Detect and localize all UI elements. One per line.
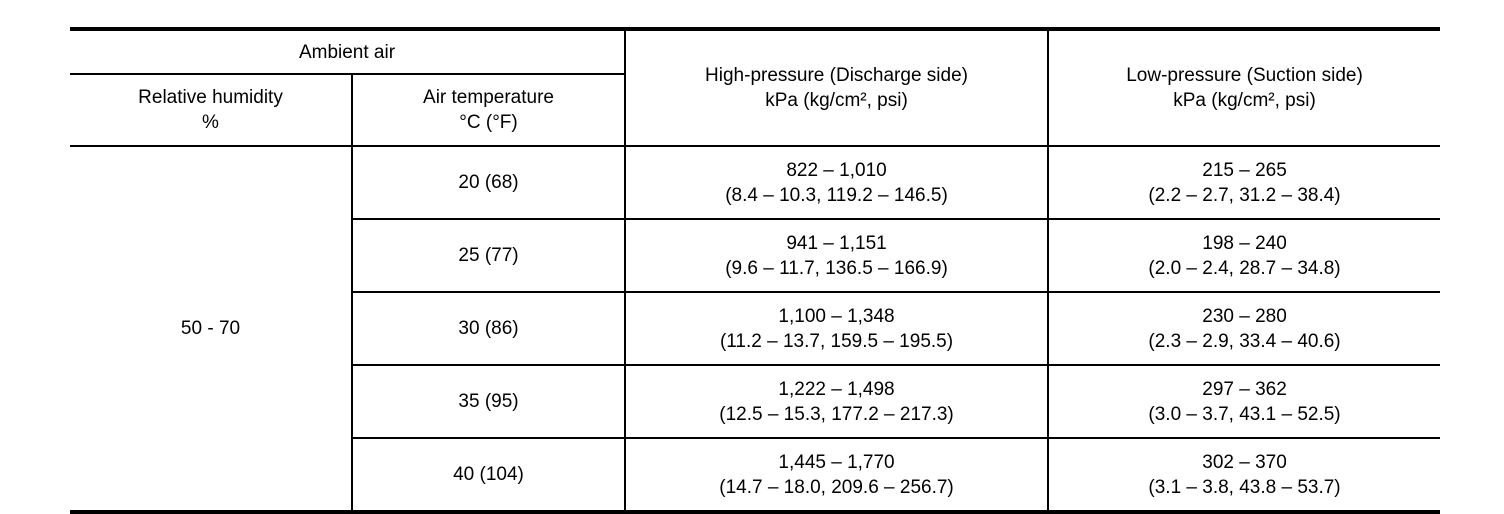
high-pressure-range: 1,445 – 1,770 — [778, 451, 895, 473]
relative-humidity-label: Relative humidity — [138, 87, 283, 108]
pressure-spec-table-container: Ambient air High-pressure (Discharge sid… — [70, 27, 1441, 514]
high-pressure-cell: 1,445 – 1,770 (14.7 – 18.0, 209.6 – 256.… — [624, 437, 1050, 513]
temperature-value: 25 (77) — [458, 245, 519, 266]
low-pressure-label: Low-pressure (Suction side) — [1126, 65, 1363, 86]
temperature-value: 20 (68) — [458, 172, 519, 193]
high-pressure-range: 1,222 – 1,498 — [778, 378, 895, 400]
low-pressure-range: 198 – 240 — [1202, 232, 1287, 254]
pressure-spec-table: Ambient air High-pressure (Discharge sid… — [70, 27, 1441, 514]
high-pressure-cell: 1,100 – 1,348 (11.2 – 13.7, 159.5 – 195.… — [624, 291, 1050, 366]
temperature-cell: 35 (95) — [350, 364, 627, 439]
air-temperature-label: Air temperature — [423, 87, 554, 108]
ambient-air-label: Ambient air — [298, 41, 396, 63]
high-pressure-range: 1,100 – 1,348 — [778, 305, 895, 327]
low-pressure-cell: 302 – 370 (3.1 – 3.8, 43.8 – 53.7) — [1047, 437, 1441, 513]
low-pressure-range-alt: (2.0 – 2.4, 28.7 – 34.8) — [1148, 257, 1341, 279]
header-relative-humidity: Relative humidity % — [70, 73, 353, 147]
high-pressure-range-alt: (8.4 – 10.3, 119.2 – 146.5) — [725, 184, 948, 206]
high-pressure-range-alt: (12.5 – 15.3, 177.2 – 217.3) — [719, 403, 954, 425]
humidity-value-cell: 50 - 70 — [70, 145, 353, 513]
low-pressure-range-alt: (3.1 – 3.8, 43.8 – 53.7) — [1148, 476, 1341, 498]
table-row: 50 - 70 20 (68) 822 – 1,010 (8.4 – 10.3,… — [70, 145, 1441, 513]
header-low-pressure: Low-pressure (Suction side) kPa (kg/cm²,… — [1047, 28, 1441, 147]
air-temperature-units: °C (°F) — [459, 112, 518, 133]
high-pressure-range-alt: (11.2 – 13.7, 159.5 – 195.5) — [719, 330, 954, 352]
temperature-value: 30 (86) — [458, 318, 519, 339]
humidity-value: 50 - 70 — [180, 318, 241, 339]
temperature-cell: 40 (104) — [350, 437, 627, 513]
temperature-cell: 25 (77) — [350, 218, 627, 293]
low-pressure-cell: 297 – 362 (3.0 – 3.7, 43.1 – 52.5) — [1047, 364, 1441, 439]
low-pressure-range: 297 – 362 — [1202, 378, 1287, 400]
temperature-cell: 20 (68) — [350, 145, 627, 220]
temperature-value: 35 (95) — [458, 391, 519, 412]
low-pressure-range: 215 – 265 — [1202, 159, 1287, 181]
high-pressure-label: High-pressure (Discharge side) — [705, 65, 968, 86]
low-pressure-range-alt: (2.3 – 2.9, 33.4 – 40.6) — [1148, 330, 1341, 352]
low-pressure-units: kPa (kg/cm², psi) — [1173, 90, 1316, 111]
table-row: 25 (77) 941 – 1,151 (9.6 – 11.7, 136.5 –… — [70, 218, 1441, 293]
low-pressure-cell: 230 – 280 (2.3 – 2.9, 33.4 – 40.6) — [1047, 291, 1441, 366]
high-pressure-range: 941 – 1,151 — [786, 232, 887, 254]
high-pressure-range: 822 – 1,010 — [786, 159, 887, 181]
table-row: 30 (86) 1,100 – 1,348 (11.2 – 13.7, 159.… — [70, 291, 1441, 366]
temperature-cell: 30 (86) — [350, 291, 627, 366]
low-pressure-range-alt: (3.0 – 3.7, 43.1 – 52.5) — [1148, 403, 1341, 425]
header-air-temperature: Air temperature °C (°F) — [350, 73, 627, 147]
header-row-bottom: Relative humidity % Air temperature °C (… — [70, 73, 1440, 147]
high-pressure-units: kPa (kg/cm², psi) — [765, 90, 908, 111]
high-pressure-range-alt: (9.6 – 11.7, 136.5 – 166.9) — [725, 257, 948, 279]
header-row-top: Ambient air High-pressure (Discharge sid… — [70, 28, 1441, 147]
table-row: 35 (95) 1,222 – 1,498 (12.5 – 15.3, 177.… — [70, 364, 1441, 439]
high-pressure-range-alt: (14.7 – 18.0, 209.6 – 256.7) — [719, 476, 954, 498]
temperature-value: 40 (104) — [453, 464, 524, 485]
high-pressure-cell: 941 – 1,151 (9.6 – 11.7, 136.5 – 166.9) — [624, 218, 1050, 293]
low-pressure-cell: 215 – 265 (2.2 – 2.7, 31.2 – 38.4) — [1047, 145, 1441, 220]
high-pressure-cell: 822 – 1,010 (8.4 – 10.3, 119.2 – 146.5) — [624, 145, 1050, 220]
header-high-pressure: High-pressure (Discharge side) kPa (kg/c… — [624, 28, 1050, 147]
relative-humidity-units: % — [202, 112, 219, 133]
header-ambient-air: Ambient air — [70, 28, 627, 75]
low-pressure-range-alt: (2.2 – 2.7, 31.2 – 38.4) — [1148, 184, 1341, 206]
low-pressure-range: 302 – 370 — [1202, 451, 1287, 473]
low-pressure-cell: 198 – 240 (2.0 – 2.4, 28.7 – 34.8) — [1047, 218, 1441, 293]
low-pressure-range: 230 – 280 — [1202, 305, 1287, 327]
high-pressure-cell: 1,222 – 1,498 (12.5 – 15.3, 177.2 – 217.… — [624, 364, 1050, 439]
table-row: 40 (104) 1,445 – 1,770 (14.7 – 18.0, 209… — [70, 437, 1441, 513]
